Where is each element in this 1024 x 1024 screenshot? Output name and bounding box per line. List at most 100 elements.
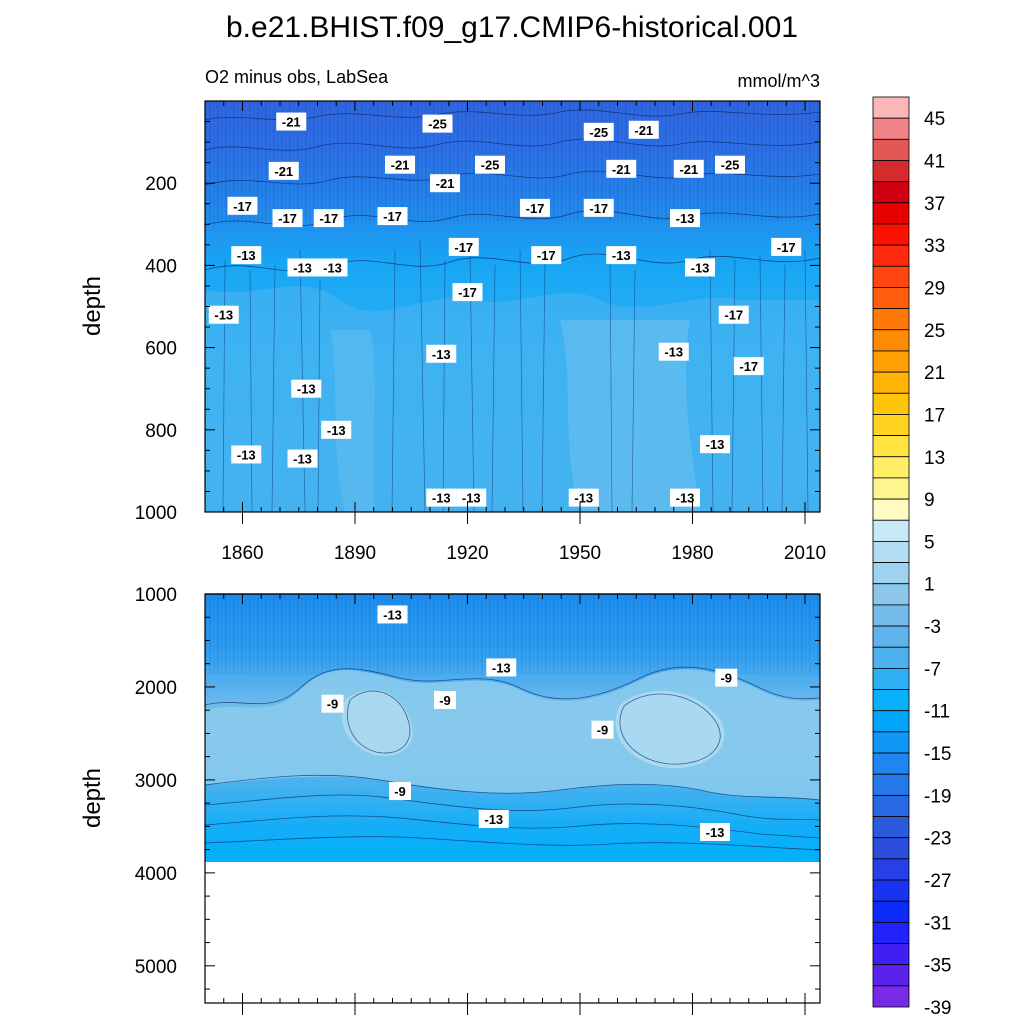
contour-label: -13 [606, 246, 637, 265]
contour-label-text: -25 [428, 117, 447, 132]
contour-label-text: -25 [721, 158, 740, 173]
colorbar-box [872, 138, 910, 161]
upper-panel: -21 -25 -25 -21 -21 -21 -21 -25 -21 -21 -25 -17 -17 -… [79, 100, 826, 564]
contour-label: -13 [321, 420, 352, 439]
contour-label: -13 [208, 305, 239, 324]
contour-label: -9 [434, 690, 456, 709]
colorbar-box [872, 477, 910, 500]
colorbar-box [872, 816, 910, 839]
upper-y-axis: 200 400 600 800 1000 [135, 100, 820, 524]
upper-x-axis: 1860 1890 1920 1950 1980 2010 [204, 101, 826, 564]
lower-plot-frame [204, 593, 821, 1004]
contour-label-text: -9 [439, 693, 451, 708]
colorbar-label: 29 [924, 278, 945, 299]
subtitle-left: O2 minus obs, LabSea [205, 67, 389, 87]
lower-y-tick-label: 5000 [135, 957, 177, 978]
colorbar-box [872, 985, 910, 1008]
chart-title: b.e21.BHIST.f09_g17.CMIP6-historical.001 [226, 11, 798, 44]
colorbar-box [872, 541, 910, 563]
contour-label: -17 [272, 209, 303, 228]
contour-label-text: -13 [293, 260, 312, 275]
contour-label: -17 [583, 198, 614, 217]
contour-label-text: -13 [297, 382, 316, 397]
contour-label-text: -13 [237, 447, 256, 462]
contour-label-text: -13 [462, 491, 481, 506]
colorbar-box [872, 879, 910, 902]
contour-label-text: -13 [323, 260, 342, 275]
contour-label-text: -17 [589, 201, 608, 216]
colorbar: 45 41 37 33 29 25 21 17 13 9 5 1 -3 -7 -11 -15 -19 -23 -27… [872, 96, 951, 1019]
lower-y-tick-label: 4000 [135, 864, 177, 885]
colorbar-box [872, 435, 910, 458]
contour-label-text: -17 [383, 209, 402, 224]
colorbar-box [872, 646, 910, 669]
contour-label: -17 [448, 237, 479, 256]
upper-contour-labels: -21 -25 -25 -21 -21 -21 -21 -25 -21 -21 -25 -17 -17 -… [208, 112, 802, 507]
colorbar-box [872, 562, 910, 585]
contour-label-text: -17 [537, 248, 556, 263]
contour-label: -17 [313, 209, 344, 228]
contour-label: -9 [591, 720, 614, 739]
colorbar-label: -15 [924, 744, 951, 765]
colorbar-label: 41 [924, 151, 945, 172]
colorbar-box [872, 287, 910, 310]
contour-label-text: -21 [274, 164, 293, 179]
lower-contour-labels: -13 -13 -9 -9 -9 -9 -9 -13 -13 [321, 605, 738, 841]
contour-label-text: -17 [233, 199, 252, 214]
colorbar-label: -23 [924, 829, 951, 850]
colorbar-label: 13 [924, 448, 945, 469]
colorbar-box [872, 371, 910, 394]
contour-label-text: -13 [691, 260, 710, 275]
colorbar-box [872, 689, 910, 712]
colorbar-label: -27 [924, 871, 951, 892]
upper-y-tick-label: 1000 [135, 503, 177, 524]
contour-label: -13 [670, 488, 700, 507]
colorbar-label: -39 [924, 998, 951, 1019]
contour-label: -21 [430, 174, 460, 193]
lower-y-axis: 1000 2000 3000 4000 5000 [135, 585, 820, 990]
colorbar-box [872, 710, 910, 733]
colorbar-box [872, 794, 910, 817]
lower-x-axis-ticks [204, 594, 806, 1015]
contour-label: -13 [568, 488, 599, 507]
contour-label: -17 [531, 246, 562, 265]
contour-label-text: -13 [383, 607, 402, 622]
colorbar-box [872, 244, 910, 267]
contour-label-text: -17 [724, 308, 743, 323]
contour-label: -21 [268, 161, 299, 180]
contour-label: -9 [715, 668, 738, 687]
contour-label: -13 [377, 605, 408, 624]
colorbar-box [872, 202, 910, 225]
contour-label: -21 [276, 112, 307, 131]
colorbar-box [872, 329, 910, 352]
contour-label-text: -13 [706, 825, 725, 840]
contour-label-text: -13 [676, 211, 695, 226]
contour-label-text: -21 [634, 123, 653, 138]
contour-label-text: -13 [432, 491, 451, 506]
contour-label-text: -17 [526, 201, 545, 216]
colorbar-box [872, 667, 910, 690]
colorbar-box [872, 498, 910, 521]
lower-y-axis-title: depth [79, 768, 106, 828]
contour-label: -9 [321, 694, 344, 713]
x-tick-label: 1920 [446, 543, 488, 564]
contour-label-text: -25 [589, 125, 608, 140]
contour-label: -13 [287, 449, 318, 468]
colorbar-labels: 45 41 37 33 29 25 21 17 13 9 5 1 -3 -7 -11 -15 -19 -23 -27… [924, 109, 951, 1019]
contour-label-text: -13 [706, 437, 725, 452]
contour-label: -13 [700, 435, 730, 454]
contour-label-text: -21 [612, 162, 631, 177]
colorbar-box [872, 117, 910, 140]
colorbar-box [872, 752, 910, 775]
contour-label: -21 [673, 159, 704, 178]
contour-label-text: -13 [327, 423, 346, 438]
colorbar-boxes [872, 96, 910, 1008]
colorbar-box [872, 921, 910, 944]
contour-label-text: -13 [214, 308, 233, 323]
colorbar-box [872, 181, 910, 204]
contour-label: -13 [486, 658, 517, 677]
colorbar-box [872, 223, 910, 246]
contour-label-text: -17 [319, 211, 338, 226]
lower-y-tick-label: 1000 [135, 585, 177, 606]
colorbar-box [872, 583, 910, 606]
